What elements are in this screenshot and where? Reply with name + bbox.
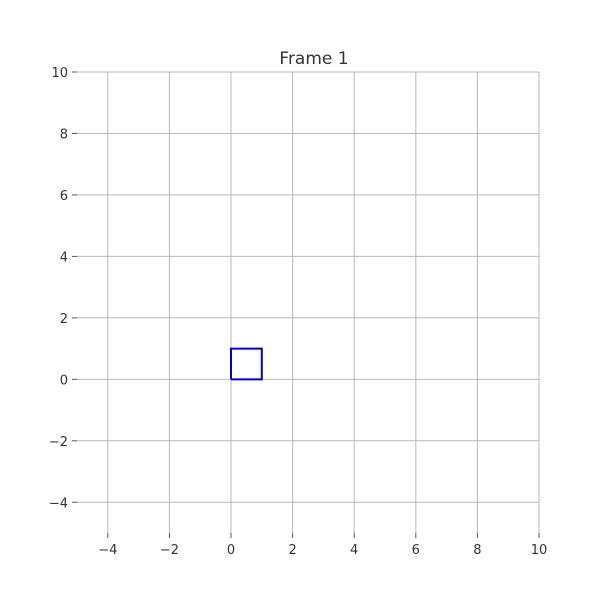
series-line	[231, 349, 262, 380]
x-tick-label: 0	[227, 543, 235, 558]
x-tick-label: 4	[350, 543, 358, 558]
y-tick-label: 2	[60, 312, 68, 327]
x-tick-label: 10	[531, 543, 548, 558]
x-tick-label: −2	[160, 543, 179, 558]
y-tick-label: 10	[51, 66, 68, 81]
x-tick-label: −4	[98, 543, 117, 558]
y-tick-label: 4	[60, 250, 68, 265]
plot-area	[231, 349, 262, 380]
y-tick-label: 0	[60, 373, 68, 388]
y-tick-label: −2	[49, 435, 68, 450]
x-tick-label: 8	[473, 543, 481, 558]
x-tick-label: 6	[412, 543, 420, 558]
y-tick-label: 6	[60, 189, 68, 204]
y-tick-label: −4	[49, 496, 68, 511]
x-tick-label: 2	[288, 543, 296, 558]
y-tick-label: 8	[60, 127, 68, 142]
chart-title: Frame 1	[279, 49, 348, 69]
grid	[77, 72, 539, 533]
ticks: −4 −2 0 2 4 6 8 10 −4 −2 0 2 4 6 8 10	[49, 66, 547, 558]
